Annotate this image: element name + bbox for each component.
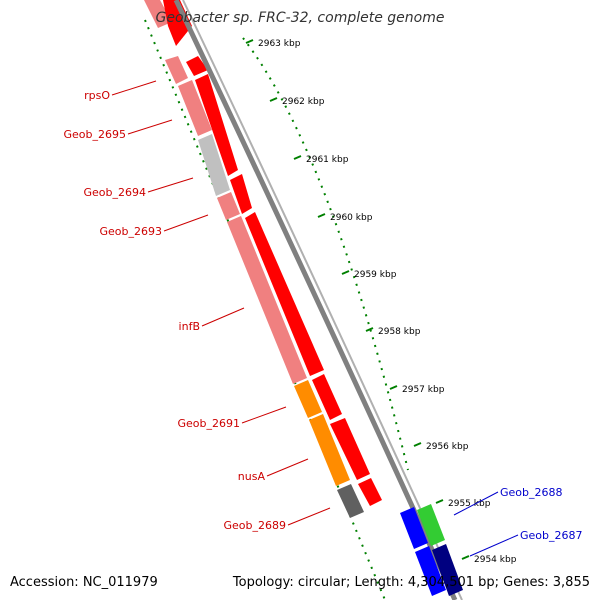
gene-label[interactable]: Geob_2693 (100, 225, 163, 238)
kbp-tick-label: 2954 kbp (474, 555, 517, 565)
right-gene-labels: Geob_2688 Geob_2687 (453, 486, 583, 557)
genome-backbone (173, 0, 463, 600)
gene-geob2687-blue[interactable] (415, 546, 446, 596)
kbp-tick-mark (245, 39, 254, 44)
gene-geob2687-navy[interactable] (432, 544, 463, 596)
gene-label-connector (147, 177, 194, 193)
kbp-tick-label: 2959 kbp (354, 270, 397, 280)
gene-block-top[interactable] (144, 0, 172, 28)
genome-title: Geobacter sp. FRC-32, complete genome (156, 10, 445, 26)
gene-label[interactable]: Geob_2694 (84, 186, 147, 199)
gene-block-geob2693[interactable] (217, 192, 240, 220)
gene-label[interactable]: Geob_2689 (224, 519, 287, 532)
kbp-tick-mark (435, 499, 444, 504)
kbp-tick-label: 2960 kbp (330, 213, 373, 223)
gene-geob2688-blue[interactable] (400, 507, 428, 549)
gene-block-geob2695[interactable] (178, 80, 212, 136)
kbp-tick-label: 2956 kbp (426, 442, 469, 452)
arrow-geob2689[interactable] (358, 478, 382, 506)
kbp-tick-mark (317, 213, 326, 218)
kbp-tick-label: 2957 kbp (402, 385, 445, 395)
gene-block-nusa[interactable] (309, 414, 350, 486)
gene-block-rpso[interactable] (165, 56, 188, 84)
right-strand-genes (400, 504, 463, 596)
gene-label-connector (201, 307, 245, 327)
kbp-tick-mark (365, 327, 374, 332)
gene-block-geob2694[interactable] (198, 134, 230, 196)
gene-label[interactable]: infB (179, 320, 200, 333)
gene-label[interactable]: Geob_2695 (64, 128, 127, 141)
gene-label-connector (163, 214, 209, 232)
arrow-top[interactable] (163, 0, 192, 46)
arrow-nusa[interactable] (330, 418, 370, 480)
red-strand-arrows (163, 0, 382, 506)
arrow-geob2695[interactable] (195, 74, 238, 176)
gene-label[interactable]: rpsO (84, 89, 110, 102)
kbp-tick-mark (269, 97, 278, 102)
arrow-rpso[interactable] (186, 56, 208, 76)
arrow-infb[interactable] (245, 212, 324, 376)
gene-block-geob2691[interactable] (294, 380, 322, 418)
gene-block-geob2689[interactable] (337, 484, 364, 518)
arrow-geob2691[interactable] (312, 374, 342, 420)
kbp-ticks: 2963 kbp 2962 kbp 2961 kbp 2960 kbp 2959 kbp… (245, 39, 517, 565)
gene-block-infb[interactable] (227, 216, 307, 384)
genome-summary-text: Topology: circular; Length: 4,304,501 bp… (232, 575, 590, 590)
gene-label[interactable]: Geob_2688 (500, 486, 563, 499)
kbp-tick-mark (413, 442, 422, 447)
gene-geob2688-green[interactable] (417, 504, 445, 546)
gene-label[interactable]: Geob_2691 (178, 417, 241, 430)
gene-label-connector (453, 491, 499, 516)
kbp-tick-label: 2958 kbp (378, 327, 421, 337)
kbp-tick-mark (341, 270, 350, 275)
kbp-tick-label: 2955 kbp (448, 499, 491, 509)
kbp-tick-label: 2961 kbp (306, 155, 349, 165)
gene-label[interactable]: Geob_2687 (520, 529, 583, 542)
gene-label-connector (127, 119, 173, 135)
left-gene-labels: rpsO Geob_2695 Geob_2694 Geob_2693 infB Geob_… (64, 80, 331, 532)
kbp-tick-label: 2963 kbp (258, 39, 301, 49)
gene-label-connector (241, 406, 287, 424)
kbp-tick-mark (293, 155, 302, 160)
gene-label-connector (469, 534, 519, 557)
outer-gene-ring (144, 0, 364, 518)
gene-label[interactable]: nusA (238, 470, 266, 483)
gene-label-connector (287, 507, 331, 526)
kbp-tick-mark (461, 555, 470, 560)
gene-label-connector (111, 80, 157, 96)
arrow-geob2694[interactable] (230, 174, 252, 214)
accession-text: Accession: NC_011979 (10, 575, 158, 590)
kbp-tick-mark (389, 385, 398, 390)
gene-label-connector (266, 458, 309, 477)
kbp-tick-label: 2962 kbp (282, 97, 325, 107)
